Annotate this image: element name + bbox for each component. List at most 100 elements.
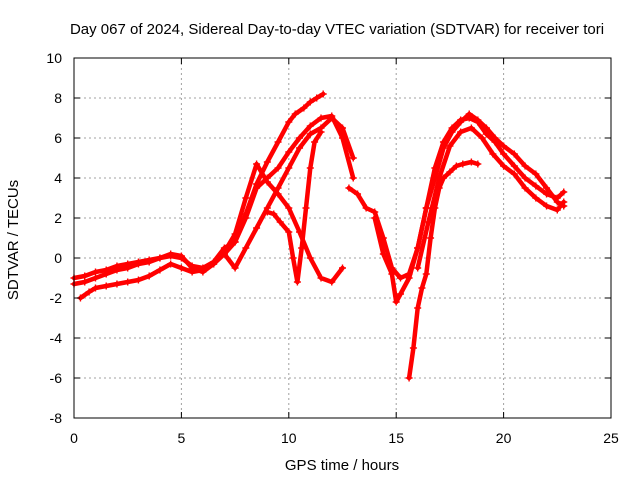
data-point <box>285 204 293 212</box>
data-point <box>465 110 473 118</box>
data-point <box>521 174 529 182</box>
data-point <box>532 194 540 202</box>
series-track-4 <box>220 90 327 258</box>
y-tick-label: 10 <box>46 50 62 66</box>
plot-frame <box>73 57 612 419</box>
x-tick-label: 20 <box>496 430 512 446</box>
data-point <box>339 264 346 272</box>
data-point <box>274 184 282 192</box>
y-tick-label: -4 <box>50 330 63 346</box>
data-point <box>345 184 353 192</box>
data-point <box>457 118 465 126</box>
data-point <box>392 298 400 306</box>
data-point <box>253 224 261 232</box>
data-point <box>560 188 568 196</box>
data-point <box>474 160 482 168</box>
data-point <box>145 258 153 266</box>
data-point <box>253 180 261 188</box>
data-point <box>81 278 89 286</box>
data-point <box>354 190 362 198</box>
series-track-3 <box>76 114 357 302</box>
data-point <box>521 184 529 192</box>
grid-lines <box>74 58 611 418</box>
data-point <box>253 160 261 168</box>
data-point <box>317 274 325 282</box>
data-point <box>293 278 301 286</box>
x-tick-label: 0 <box>70 430 78 446</box>
axis-ticks <box>73 57 612 419</box>
data-point <box>427 234 435 242</box>
data-point <box>396 290 404 298</box>
data-point <box>446 168 454 176</box>
data-point <box>317 128 325 136</box>
data-point <box>491 134 499 142</box>
data-point <box>422 204 430 212</box>
data-point <box>91 284 99 292</box>
series-track-8 <box>405 158 482 382</box>
data-point <box>102 270 110 278</box>
data-point <box>510 150 518 158</box>
data-point <box>371 208 379 216</box>
data-point <box>145 272 153 280</box>
data-point <box>156 266 164 274</box>
data-point <box>91 274 99 282</box>
data-point <box>396 274 404 282</box>
data-point <box>405 274 413 282</box>
data-point <box>422 270 430 278</box>
data-point <box>274 138 282 146</box>
data-point <box>81 272 89 280</box>
data-point <box>285 148 293 156</box>
data-point <box>188 268 196 276</box>
y-tick-labels: -8 -6 -4 -2 0 2 4 6 8 10 <box>46 50 62 426</box>
y-tick-label: 2 <box>54 210 62 226</box>
data-point <box>276 218 284 226</box>
data-point <box>553 206 561 214</box>
data-point <box>285 228 293 236</box>
series-track-5 <box>263 128 325 286</box>
data-point <box>409 344 417 352</box>
data-point <box>311 138 319 146</box>
data-point <box>289 254 297 262</box>
chart-title: Day 067 of 2024, Sidereal Day-to-day VTE… <box>70 21 604 38</box>
data-point <box>124 264 132 272</box>
data-point <box>306 122 314 130</box>
data-point <box>298 244 306 252</box>
data-point <box>435 174 443 182</box>
y-tick-label: 4 <box>54 170 62 186</box>
data-point <box>448 128 456 136</box>
data-point <box>379 250 387 258</box>
data-point <box>339 124 346 132</box>
y-tick-label: 6 <box>54 130 62 146</box>
data-point <box>313 94 321 102</box>
y-tick-label: -6 <box>50 370 63 386</box>
data-point <box>459 160 467 168</box>
data-point <box>177 252 185 260</box>
data-point <box>349 154 357 162</box>
data-point <box>102 282 110 290</box>
data-point <box>177 264 185 272</box>
data-point <box>242 210 250 218</box>
x-tick-label: 5 <box>178 430 186 446</box>
data-point <box>270 210 278 218</box>
data-point <box>317 114 325 122</box>
data-point <box>388 270 396 278</box>
data-point <box>553 198 561 206</box>
data-point <box>414 264 422 272</box>
data-point <box>349 174 357 182</box>
data-point <box>424 218 432 226</box>
data-point <box>482 124 490 132</box>
data-point <box>478 134 486 142</box>
data-point <box>319 90 327 98</box>
data-point <box>467 124 475 132</box>
x-tick-label: 25 <box>603 430 619 446</box>
data-point <box>302 204 310 212</box>
data-point <box>296 144 304 152</box>
data-point <box>452 162 460 170</box>
series-track-7 <box>371 110 568 306</box>
data-point <box>474 116 482 124</box>
data-point <box>439 144 447 152</box>
data-point <box>328 278 336 286</box>
data-point <box>167 260 175 268</box>
